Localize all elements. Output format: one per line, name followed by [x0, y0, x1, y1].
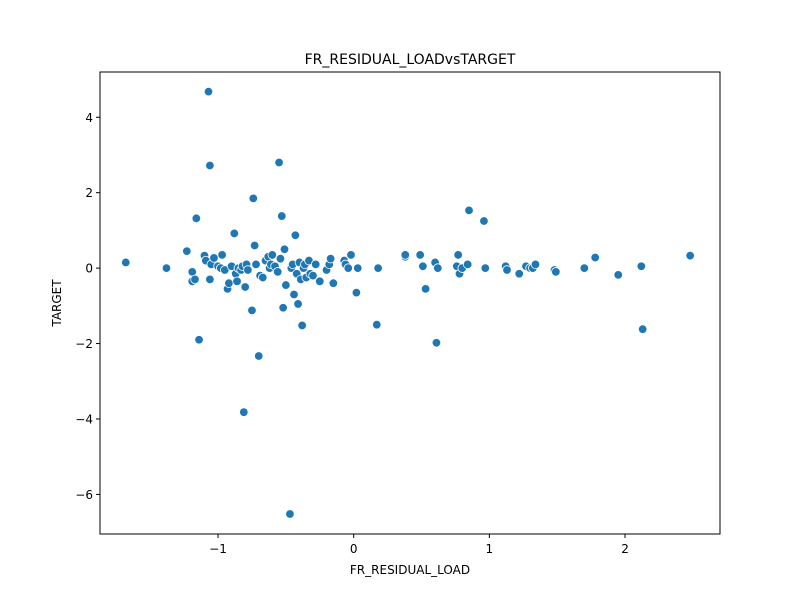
data-point: [453, 250, 463, 260]
data-point: [590, 252, 600, 263]
data-point: [279, 244, 290, 254]
y-axis: 4 2 0 −2 −4 −6: [75, 111, 100, 502]
plot-frame: [99, 71, 721, 535]
data-point: [346, 250, 356, 260]
data-point: [251, 259, 261, 270]
chart-title: FR_RESIDUAL_LOADvsTARGET: [305, 52, 516, 68]
y-tick-label: 4: [85, 111, 93, 125]
data-point: [254, 351, 264, 361]
data-point: [191, 213, 202, 224]
data-point: [315, 276, 325, 287]
x-tick-label: 0: [350, 542, 358, 556]
x-tick-label: −1: [209, 542, 227, 556]
data-point: [290, 230, 301, 241]
data-point: [637, 324, 648, 334]
data-point: [514, 269, 524, 279]
x-axis-label: FR_RESIDUAL_LOAD: [350, 563, 470, 577]
data-point: [278, 303, 288, 313]
data-point: [203, 86, 214, 97]
data-point: [190, 274, 200, 285]
data-point: [281, 280, 291, 290]
data-point: [274, 157, 284, 168]
data-point: [194, 335, 204, 345]
data-point: [161, 263, 172, 273]
data-point: [400, 250, 410, 260]
data-point: [433, 263, 443, 273]
data-point: [551, 267, 561, 277]
data-point: [530, 259, 541, 270]
data-point: [293, 299, 303, 309]
data-point: [311, 259, 321, 270]
data-point: [267, 250, 277, 260]
data-point: [232, 276, 242, 287]
points-layer: [121, 86, 695, 519]
y-tick-label: −4: [75, 412, 93, 426]
data-point: [353, 263, 363, 273]
data-point: [479, 216, 489, 226]
data-point: [240, 282, 250, 292]
y-tick-label: −2: [75, 337, 93, 351]
data-point: [343, 263, 353, 273]
x-axis: −1 0 1 2: [209, 534, 629, 556]
data-point: [308, 270, 318, 281]
data-point: [182, 246, 192, 256]
data-point: [431, 338, 442, 348]
y-tick-label: 0: [85, 262, 93, 276]
data-point: [243, 265, 253, 275]
data-point: [480, 263, 490, 273]
data-point: [217, 250, 227, 260]
data-point: [224, 278, 234, 288]
data-point: [285, 509, 295, 519]
x-tick-label: 2: [621, 542, 629, 556]
x-tick-label: 1: [486, 542, 494, 556]
data-point: [328, 278, 339, 288]
data-point: [418, 261, 428, 271]
data-point: [420, 284, 431, 294]
data-point: [636, 261, 647, 271]
data-point: [297, 320, 307, 331]
data-point: [121, 257, 131, 268]
data-point: [247, 305, 257, 316]
data-point: [229, 228, 240, 239]
data-point: [205, 274, 215, 285]
data-point: [277, 211, 287, 221]
data-point: [613, 270, 623, 280]
data-point: [415, 250, 425, 260]
y-axis-label: TARGET: [50, 279, 64, 328]
data-point: [273, 267, 283, 277]
data-point: [239, 407, 249, 417]
y-tick-label: 2: [85, 186, 93, 200]
y-tick-label: −6: [75, 488, 93, 502]
data-point: [464, 205, 474, 216]
data-point: [248, 193, 259, 204]
data-point: [205, 160, 215, 171]
data-point: [373, 263, 383, 273]
data-point: [249, 240, 260, 251]
data-point: [351, 287, 362, 298]
data-point: [685, 250, 695, 261]
data-point: [325, 253, 336, 264]
data-point: [372, 319, 382, 330]
data-point: [289, 289, 299, 300]
data-point: [502, 265, 512, 275]
data-point: [258, 272, 268, 283]
data-point: [209, 253, 219, 263]
data-point: [275, 253, 286, 264]
data-point: [462, 259, 473, 270]
data-point: [579, 263, 590, 273]
